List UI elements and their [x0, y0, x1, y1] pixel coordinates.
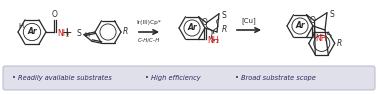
Text: R: R	[222, 25, 227, 34]
Text: 2: 2	[65, 33, 69, 38]
Text: C–H/C–H: C–H/C–H	[138, 38, 160, 43]
Text: • Readily available substrates: • Readily available substrates	[12, 75, 112, 81]
Text: O: O	[201, 18, 208, 27]
Text: H: H	[19, 23, 24, 29]
Text: NH: NH	[208, 36, 219, 45]
Text: Ar: Ar	[295, 22, 305, 30]
Text: Ar: Ar	[27, 28, 37, 36]
Text: R: R	[337, 39, 342, 48]
Text: Ar: Ar	[187, 24, 197, 33]
Text: • Broad substrate scope: • Broad substrate scope	[235, 75, 316, 81]
Text: S: S	[76, 29, 81, 38]
Text: R: R	[123, 28, 128, 36]
Text: NH: NH	[57, 30, 68, 39]
Text: • High efficiency: • High efficiency	[145, 75, 201, 81]
Text: S: S	[221, 11, 226, 20]
Text: O: O	[52, 10, 58, 19]
Text: H: H	[85, 32, 90, 38]
Text: O: O	[310, 16, 315, 25]
Text: S: S	[329, 10, 334, 19]
FancyBboxPatch shape	[3, 66, 375, 90]
Text: +: +	[62, 27, 72, 39]
Text: [Cu]: [Cu]	[242, 17, 256, 24]
Text: Ir(III)Cp*: Ir(III)Cp*	[136, 20, 161, 25]
Text: 2: 2	[215, 39, 219, 44]
Text: NH: NH	[316, 34, 327, 43]
